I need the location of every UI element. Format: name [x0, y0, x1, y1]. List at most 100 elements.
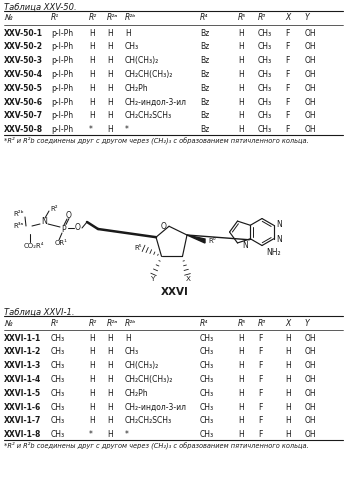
Text: H: H — [89, 98, 95, 106]
Text: H: H — [238, 334, 244, 342]
Text: H: H — [89, 361, 95, 370]
Text: p-I-Ph: p-I-Ph — [51, 42, 73, 51]
Text: R⁵: R⁵ — [134, 246, 142, 252]
Text: F: F — [285, 84, 289, 92]
Text: CH₃: CH₃ — [200, 334, 214, 342]
Text: F: F — [258, 388, 262, 398]
Text: H: H — [107, 112, 113, 120]
Text: H: H — [285, 430, 291, 439]
Text: CH₂CH₂SCH₃: CH₂CH₂SCH₃ — [125, 416, 172, 426]
Text: OH: OH — [305, 112, 316, 120]
Text: Bz: Bz — [200, 98, 209, 106]
Text: OH: OH — [305, 84, 316, 92]
Text: H: H — [107, 361, 113, 370]
Text: H: H — [285, 402, 291, 411]
Text: CH₂Ph: CH₂Ph — [125, 84, 149, 92]
Text: H: H — [238, 56, 244, 65]
Text: F: F — [285, 70, 289, 79]
Text: H: H — [107, 84, 113, 92]
Text: XXV-50-1: XXV-50-1 — [4, 28, 43, 38]
Text: H: H — [238, 28, 244, 38]
Text: R³ᵃ: R³ᵃ — [14, 223, 24, 229]
Text: H: H — [285, 388, 291, 398]
Text: CH₃: CH₃ — [200, 402, 214, 411]
Text: H: H — [238, 84, 244, 92]
Text: p-I-Ph: p-I-Ph — [51, 28, 73, 38]
Text: R²ᵃ: R²ᵃ — [107, 14, 118, 22]
Text: R²: R² — [89, 14, 97, 22]
Text: H: H — [107, 334, 113, 342]
Text: R²ᵇ: R²ᵇ — [14, 211, 24, 217]
Text: CH₃: CH₃ — [258, 112, 272, 120]
Text: Bz: Bz — [200, 112, 209, 120]
Text: N: N — [41, 218, 47, 226]
Text: X: X — [285, 318, 290, 328]
Text: CH₃: CH₃ — [200, 416, 214, 426]
Text: F: F — [285, 98, 289, 106]
Text: CH₃: CH₃ — [51, 334, 65, 342]
Text: H: H — [107, 56, 113, 65]
Text: CH₃: CH₃ — [258, 28, 272, 38]
Text: Y: Y — [305, 318, 310, 328]
Text: CH₃: CH₃ — [200, 348, 214, 356]
Text: R²ᵇ: R²ᵇ — [125, 318, 136, 328]
Text: H: H — [89, 416, 95, 426]
Text: p-I-Ph: p-I-Ph — [51, 98, 73, 106]
Text: H: H — [238, 98, 244, 106]
Text: H: H — [238, 361, 244, 370]
Text: H: H — [238, 416, 244, 426]
Text: XXVI: XXVI — [161, 287, 189, 297]
Text: H: H — [107, 375, 113, 384]
Text: OH: OH — [305, 430, 316, 439]
Text: F: F — [285, 56, 289, 65]
Text: CH₃: CH₃ — [51, 402, 65, 411]
Text: F: F — [258, 361, 262, 370]
Text: R²: R² — [50, 206, 58, 212]
Text: R⁵: R⁵ — [238, 14, 246, 22]
Text: H: H — [107, 388, 113, 398]
Text: N: N — [243, 241, 248, 250]
Text: R⁶: R⁶ — [208, 238, 215, 244]
Text: Таблица XXV-50.: Таблица XXV-50. — [4, 3, 77, 12]
Text: CH₃: CH₃ — [200, 361, 214, 370]
Text: №: № — [4, 318, 12, 328]
Text: F: F — [258, 416, 262, 426]
Text: Y: Y — [305, 14, 310, 22]
Text: R⁶: R⁶ — [258, 14, 266, 22]
Text: CH₃: CH₃ — [258, 84, 272, 92]
Text: O: O — [75, 224, 81, 232]
Text: CH₃: CH₃ — [51, 361, 65, 370]
Text: Bz: Bz — [200, 42, 209, 51]
Text: CH(CH₃)₂: CH(CH₃)₂ — [125, 56, 159, 65]
Text: H: H — [285, 375, 291, 384]
Text: H: H — [89, 28, 95, 38]
Text: H: H — [89, 334, 95, 342]
Text: H: H — [285, 416, 291, 426]
Text: CH₃: CH₃ — [51, 375, 65, 384]
Text: OH: OH — [305, 402, 316, 411]
Text: *: * — [125, 430, 129, 439]
Text: H: H — [107, 42, 113, 51]
Text: H: H — [125, 28, 131, 38]
Text: H: H — [238, 402, 244, 411]
Text: OH: OH — [305, 42, 316, 51]
Text: H: H — [89, 70, 95, 79]
Text: H: H — [238, 112, 244, 120]
Text: H: H — [107, 348, 113, 356]
Text: XXVI-1-6: XXVI-1-6 — [4, 402, 41, 411]
Text: OH: OH — [305, 348, 316, 356]
Text: F: F — [285, 125, 289, 134]
Text: OH: OH — [305, 416, 316, 426]
Text: F: F — [258, 348, 262, 356]
Text: OH: OH — [305, 70, 316, 79]
Text: XXV-50-4: XXV-50-4 — [4, 70, 43, 79]
Text: X: X — [285, 14, 290, 22]
Text: p-I-Ph: p-I-Ph — [51, 112, 73, 120]
Text: CH₃: CH₃ — [258, 70, 272, 79]
Text: R²: R² — [89, 318, 97, 328]
Text: CH₃: CH₃ — [200, 388, 214, 398]
Text: XXVI-1-5: XXVI-1-5 — [4, 388, 41, 398]
Text: CH₂-индол-3-ил: CH₂-индол-3-ил — [125, 402, 187, 411]
Text: F: F — [285, 112, 289, 120]
Text: p-I-Ph: p-I-Ph — [51, 70, 73, 79]
